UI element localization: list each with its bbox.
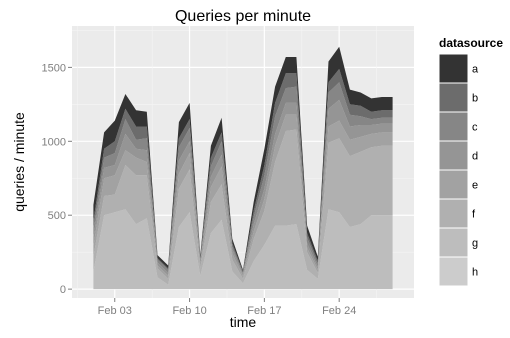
area-series-f: [93, 129, 393, 285]
legend-key-a: [438, 53, 469, 84]
legend-label-a: a: [472, 64, 479, 76]
legend-key-d: [438, 140, 469, 171]
legend-key-e: [438, 169, 469, 200]
y-tick-label: 1000: [42, 136, 66, 148]
y-axis-label: queries / minute: [11, 112, 27, 212]
legend-key-g: [438, 227, 469, 258]
x-tick-label: Feb 03: [98, 305, 132, 317]
x-axis: Feb 03 Feb 10 Feb 17 Feb 24: [98, 298, 356, 317]
legend-label-g: g: [472, 238, 478, 250]
x-tick-label: Feb 10: [172, 305, 206, 317]
y-tick-label: 500: [48, 210, 66, 222]
legend-title: datasource: [439, 36, 503, 50]
x-axis-label: time: [230, 314, 257, 330]
legend-key-c: [438, 111, 469, 142]
area-series: [93, 46, 393, 290]
chart-title: Queries per minute: [175, 8, 311, 25]
y-tick-label: 0: [60, 284, 66, 296]
legend-key-f: [438, 198, 469, 229]
legend-label-c: c: [472, 122, 478, 134]
legend-label-d: d: [472, 151, 478, 163]
y-axis: 0 500 1000 1500: [42, 62, 72, 296]
legend-label-b: b: [472, 93, 478, 105]
legend-key-h: [438, 256, 469, 287]
legend-label-f: f: [472, 209, 476, 221]
y-tick-label: 1500: [42, 62, 66, 74]
legend-label-e: e: [472, 180, 478, 192]
area-series-g: [93, 209, 393, 290]
x-tick-label: Feb 24: [322, 305, 356, 317]
x-tick-label: Feb 17: [247, 305, 281, 317]
legend: datasource a b c d e f g h: [438, 36, 503, 287]
legend-key-b: [438, 82, 469, 113]
legend-label-h: h: [472, 267, 478, 279]
